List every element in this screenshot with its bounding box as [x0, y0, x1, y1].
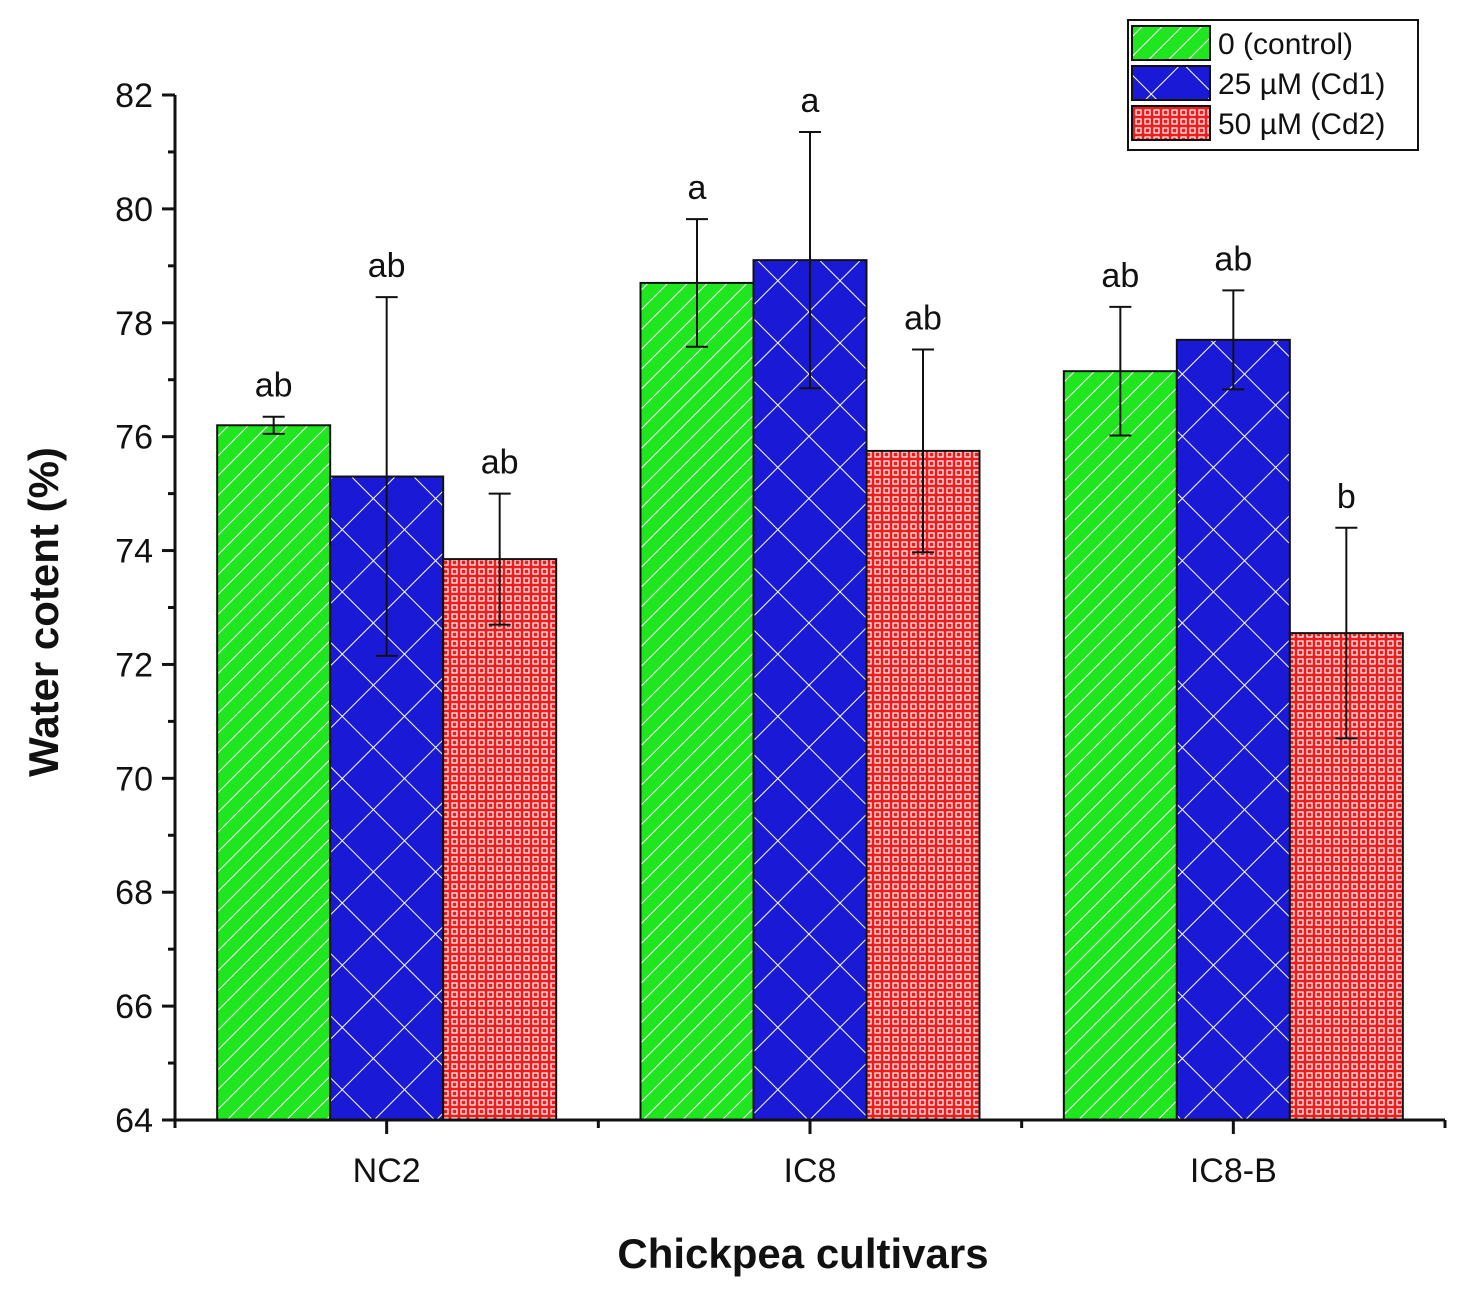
significance-label: ab [255, 367, 293, 405]
significance-label: ab [481, 444, 519, 482]
legend-label-series-3: 50 µM (Cd2) [1218, 108, 1385, 141]
significance-label: ab [904, 300, 942, 338]
bar-IC8-B-series-1 [1062, 370, 1178, 1121]
significance-label: ab [1101, 257, 1139, 295]
significance-label: a [688, 169, 707, 207]
y-tick-label: 68 [115, 874, 153, 912]
legend-swatch-series-1 [1131, 25, 1211, 61]
legend-label-series-2: 25 µM (Cd1) [1218, 68, 1385, 101]
bar-IC8-B-series-2 [1175, 338, 1291, 1122]
bar-NC2-series-3 [442, 558, 558, 1121]
y-tick-label: 70 [115, 760, 153, 798]
x-axis: NC2 IC8 IC8-B [173, 1118, 1447, 1190]
x-axis-title: Chickpea cultivars [617, 1230, 988, 1277]
plot-area: ab a ab ab a ab ab ab b [216, 82, 1404, 1122]
legend-label-series-1: 0 (control) [1218, 28, 1353, 61]
y-tick-label: 78 [115, 305, 153, 343]
legend-swatch-series-3 [1131, 105, 1211, 141]
significance-label: a [801, 82, 820, 120]
bar-IC8-series-1 [639, 281, 755, 1121]
y-tick-label: 74 [115, 533, 153, 571]
bar-IC8-series-2 [752, 259, 868, 1121]
x-tick-label: IC8 [784, 1152, 837, 1190]
legend-swatch-series-2 [1131, 65, 1211, 101]
y-tick-label: 72 [115, 646, 153, 684]
significance-label: b [1337, 478, 1356, 516]
y-axis-title: Water cotent (%) [20, 447, 67, 777]
y-tick-label: 80 [115, 191, 153, 229]
significance-label: ab [1214, 240, 1252, 278]
y-tick-label: 66 [115, 988, 153, 1026]
legend: 0 (control) 25 µM (Cd1) 50 µM (Cd2) [1127, 19, 1419, 151]
y-axis: 64 66 68 70 72 74 76 78 80 82 [115, 77, 177, 1140]
y-tick-label: 64 [115, 1102, 153, 1140]
y-tick-label: 82 [115, 77, 153, 115]
bar-NC2-series-1 [216, 424, 332, 1121]
y-tick-label: 76 [115, 419, 153, 457]
x-tick-label: NC2 [353, 1152, 421, 1190]
significance-label: ab [368, 247, 406, 285]
x-tick-label: IC8-B [1190, 1152, 1277, 1190]
